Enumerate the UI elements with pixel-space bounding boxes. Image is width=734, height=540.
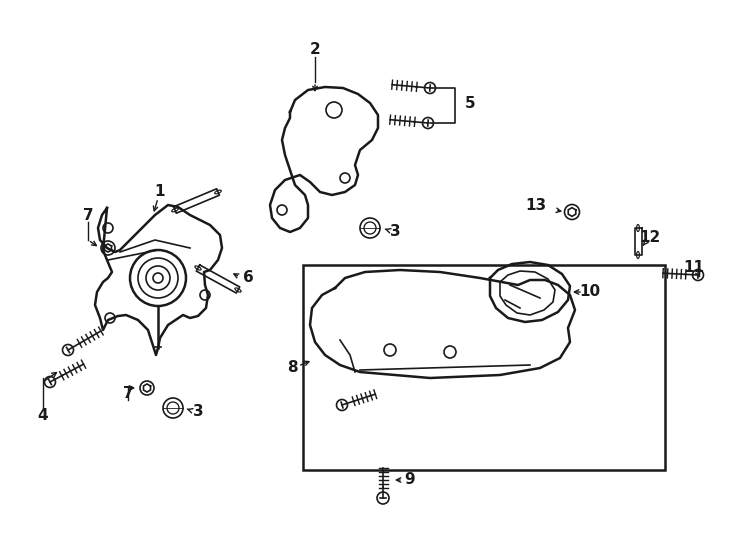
- Text: 3: 3: [390, 225, 400, 240]
- Text: 5: 5: [465, 96, 476, 111]
- Text: 7: 7: [123, 386, 134, 401]
- Text: 10: 10: [579, 285, 600, 300]
- Bar: [303, 265, 665, 470]
- Text: 13: 13: [526, 198, 547, 213]
- Text: 7: 7: [83, 207, 93, 222]
- Text: 9: 9: [404, 472, 415, 488]
- Text: 2: 2: [310, 43, 320, 57]
- Text: 6: 6: [243, 271, 253, 286]
- Text: 8: 8: [287, 361, 297, 375]
- Text: 3: 3: [193, 404, 203, 420]
- Text: 11: 11: [683, 260, 705, 275]
- Text: 12: 12: [639, 231, 661, 246]
- Text: 1: 1: [155, 185, 165, 199]
- Text: 4: 4: [37, 408, 48, 422]
